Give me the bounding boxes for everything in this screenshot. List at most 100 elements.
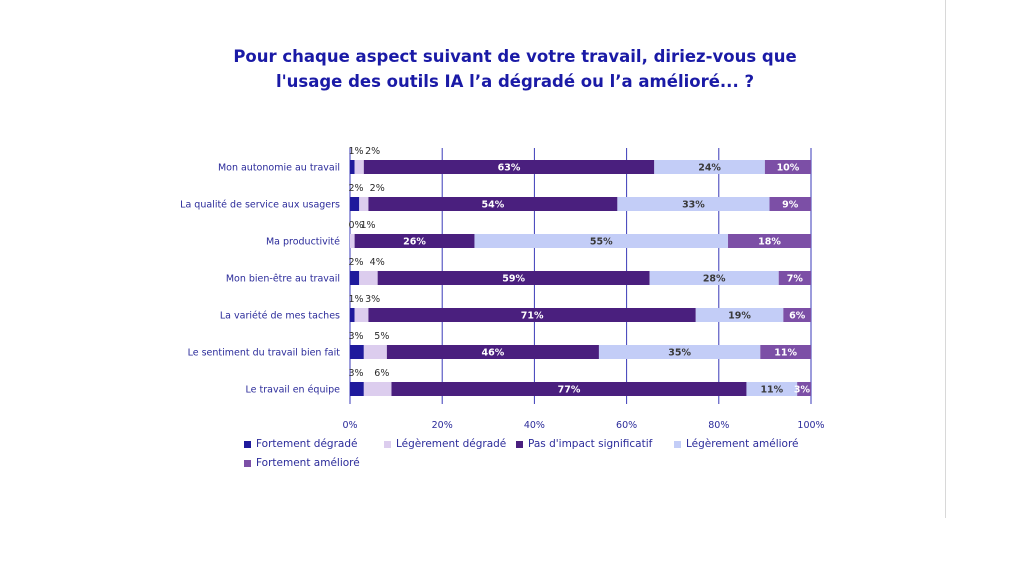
x-tick-label: 100% <box>797 420 824 431</box>
bar-segment <box>354 308 369 322</box>
bar-segment <box>769 197 811 211</box>
chart-title-line-1: Pour chaque aspect suivant de votre trav… <box>233 47 797 66</box>
legend-item: Légèrement amélioré <box>674 438 799 450</box>
data-label: 2% <box>348 257 363 268</box>
data-label: 3% <box>348 331 363 342</box>
data-label: 6% <box>789 311 806 322</box>
bar-segment <box>350 234 355 248</box>
data-label: 1% <box>348 146 363 157</box>
bar-segment <box>354 160 364 174</box>
legend-label: Pas d'impact significatif <box>528 438 653 450</box>
x-tick-label: 40% <box>524 420 545 431</box>
bar-segment <box>746 382 798 396</box>
bar-segment <box>783 308 811 322</box>
chart-title: Pour chaque aspect suivant de votre trav… <box>200 44 830 94</box>
legend-item: Légèrement dégradé <box>384 438 506 450</box>
bar-segment <box>728 234 811 248</box>
bar-segment <box>617 197 770 211</box>
bar-segment <box>350 271 360 285</box>
data-label: 26% <box>403 237 426 248</box>
legend-swatch <box>674 440 681 448</box>
data-label: 3% <box>365 294 380 305</box>
data-label: 6% <box>374 368 389 379</box>
bar-segment <box>474 234 729 248</box>
legend-swatch <box>244 440 251 448</box>
bar-segment <box>363 345 387 359</box>
bar-segment <box>350 160 355 174</box>
bar-segment <box>778 271 811 285</box>
bar-segment <box>359 197 369 211</box>
data-label: 71% <box>521 311 544 322</box>
data-label: 33% <box>682 200 705 211</box>
bar-segment <box>695 308 784 322</box>
data-label: 4% <box>370 257 385 268</box>
data-label: 11% <box>774 348 797 359</box>
bar-segment <box>797 382 811 396</box>
category-label: Le sentiment du travail bien fait <box>188 348 341 359</box>
legend-label: Fortement dégradé <box>256 438 358 450</box>
data-label: 2% <box>370 183 385 194</box>
bar-segment <box>350 345 364 359</box>
data-label: 24% <box>698 163 721 174</box>
category-label: Mon autonomie au travail <box>218 163 340 174</box>
legend-label: Légèrement amélioré <box>686 438 799 450</box>
bar-segment <box>598 345 761 359</box>
legend-item: Fortement dégradé <box>244 438 357 450</box>
data-label: 63% <box>498 163 521 174</box>
data-label: 18% <box>758 237 781 248</box>
category-label: Le travail en équipe <box>246 385 341 396</box>
legend-swatch <box>244 459 251 467</box>
category-label: La qualité de service aux usagers <box>180 200 340 211</box>
data-label: 77% <box>558 385 581 396</box>
data-label: 3% <box>348 368 363 379</box>
data-label: 1% <box>360 220 375 231</box>
bar-segment <box>391 382 747 396</box>
bar-segment <box>363 160 655 174</box>
data-label: 19% <box>728 311 751 322</box>
legend-item: Pas d'impact significatif <box>516 438 652 450</box>
bar-segment <box>386 345 599 359</box>
data-label: 35% <box>668 348 691 359</box>
bar-segment <box>350 308 355 322</box>
legend-label: Légèrement dégradé <box>396 438 507 450</box>
bar-segment <box>363 382 392 396</box>
legend-swatch <box>516 440 523 448</box>
bar-segment <box>377 271 650 285</box>
x-tick-label: 80% <box>708 420 729 431</box>
bar-segment <box>649 271 779 285</box>
data-label: 54% <box>482 200 505 211</box>
data-label: 46% <box>482 348 505 359</box>
page-divider <box>945 0 946 518</box>
category-label: Mon bien-être au travail <box>226 274 340 285</box>
category-label: Ma productivité <box>266 237 340 248</box>
legend-item: Fortement amélioré <box>244 457 360 469</box>
chart-title-line-2: l'usage des outils IA l’a dégradé ou l’a… <box>275 72 755 91</box>
legend-swatch <box>384 440 391 448</box>
data-label: 1% <box>348 294 363 305</box>
legend-label: Fortement amélioré <box>256 457 360 469</box>
bar-segment <box>350 197 360 211</box>
data-label: 11% <box>760 385 783 396</box>
bar-segment <box>654 160 765 174</box>
data-label: 7% <box>787 274 804 285</box>
data-label: 9% <box>782 200 799 211</box>
x-tick-label: 20% <box>432 420 453 431</box>
category-label: La variété de mes taches <box>220 311 340 322</box>
bar-segment <box>368 308 696 322</box>
data-label: 55% <box>590 237 613 248</box>
data-label: 28% <box>703 274 726 285</box>
bar-segment <box>764 160 811 174</box>
x-tick-label: 0% <box>342 420 357 431</box>
x-tick-label: 60% <box>616 420 637 431</box>
data-label: 0% <box>348 220 363 231</box>
bar-segment <box>350 382 364 396</box>
bar-segment <box>368 197 618 211</box>
data-label: 59% <box>502 274 525 285</box>
bar-segment <box>760 345 811 359</box>
data-label: 5% <box>374 331 389 342</box>
bar-segment <box>354 234 475 248</box>
data-label: 3% <box>794 385 811 396</box>
data-label: 10% <box>777 163 800 174</box>
